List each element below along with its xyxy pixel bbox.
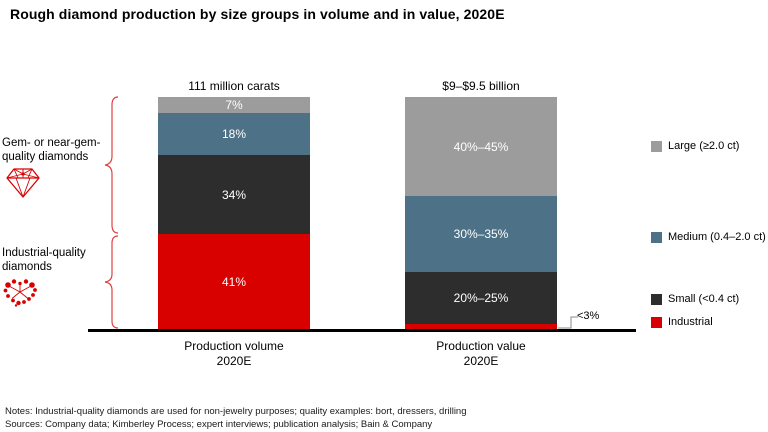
segment-small-volume-label: 34% [221,187,247,202]
segment-industrial-value [405,324,557,330]
industrial-group-brace [104,235,119,329]
gem-quality-group-label: Gem- or near-gem- quality diamonds [2,136,112,164]
axis-label-production-volume: Production volume 2020E [158,339,310,369]
stack-production-value: 40%–45% 30%–35% 20%–25% [405,97,557,330]
legend-label-industrial: Industrial [668,316,713,328]
legend-swatch-large [651,140,662,152]
segment-industrial-volume: 41% [158,234,310,330]
segment-large-value: 40%–45% [405,97,557,196]
industrial-quality-group-label-line1: Industrial-quality [2,247,86,259]
segment-medium-volume-label: 18% [221,127,247,141]
notes-line: Notes: Industrial-quality diamonds are u… [5,406,467,417]
axis-label-production-value-line2: 2020E [463,354,499,368]
gem-quality-group-label-line2: quality diamonds [2,151,89,163]
legend-item-small: Small (<0.4 ct) [651,293,739,305]
axis-label-production-volume-line1: Production volume [184,339,284,353]
bar-production-volume: 111 million carats 7% 18% 34% 41% Produc… [158,79,310,369]
bar-production-value: $9–$9.5 billion 40%–45% 30%–35% 20%–25% … [405,79,557,369]
industrial-value-callout-line [558,316,578,329]
segment-large-volume-label: 7% [225,98,243,112]
segment-medium-value: 30%–35% [405,196,557,272]
bar-total-value: $9–$9.5 billion [442,79,520,93]
legend-swatch-industrial [651,316,662,328]
gem-quality-group-label-line1: Gem- or near-gem- [2,137,101,149]
axis-label-production-volume-line2: 2020E [216,354,252,368]
gem-diamond-icon [6,168,40,198]
legend-item-medium: Medium (0.4–2.0 ct) [651,231,766,243]
axis-label-production-value-line1: Production value [436,339,526,353]
bar-total-volume: 111 million carats [188,79,280,93]
legend-label-medium: Medium (0.4–2.0 ct) [668,231,766,243]
legend-label-large: Large (≥2.0 ct) [668,140,740,152]
axis-label-production-value: Production value 2020E [405,339,557,369]
segment-small-value: 20%–25% [405,272,557,324]
segment-large-value-label: 40%–45% [453,139,509,154]
segment-medium-value-label: 30%–35% [453,227,509,241]
segment-small-value-label: 20%–25% [453,291,509,305]
legend-item-large: Large (≥2.0 ct) [651,140,739,152]
sources-line: Sources: Company data; Kimberley Process… [5,418,433,430]
segment-medium-volume: 18% [158,113,310,155]
industrial-quality-group-label: Industrial-quality diamonds [2,246,112,274]
legend-swatch-small [651,293,662,305]
segment-large-volume: 7% [158,97,310,113]
x-axis-baseline [88,329,636,332]
legend-swatch-medium [651,231,662,243]
page-title: Rough diamond production by size groups … [10,6,505,22]
industrial-diamonds-icon [3,279,37,307]
industrial-quality-group-label-line2: diamonds [2,261,52,273]
legend-item-industrial: Industrial [651,316,713,328]
segment-small-volume: 34% [158,155,310,234]
stack-production-volume: 7% 18% 34% 41% [158,97,310,330]
footnotes: Notes: Industrial-quality diamonds are u… [5,406,763,431]
industrial-value-callout-label: <3% [577,310,600,322]
legend-label-small: Small (<0.4 ct) [668,293,740,305]
segment-industrial-volume-label: 41% [221,275,247,289]
gem-group-brace [104,96,119,234]
